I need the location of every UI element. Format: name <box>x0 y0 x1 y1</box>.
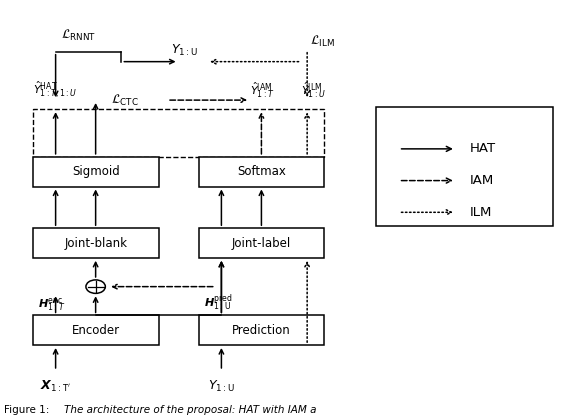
Text: $\boldsymbol{H}^{\mathrm{enc}}_{1:T}$: $\boldsymbol{H}^{\mathrm{enc}}_{1:T}$ <box>38 296 66 314</box>
Text: IAM: IAM <box>470 174 494 187</box>
Text: $\mathcal{L}_{\mathrm{CTC}}$: $\mathcal{L}_{\mathrm{CTC}}$ <box>111 92 139 108</box>
FancyBboxPatch shape <box>198 315 324 345</box>
FancyBboxPatch shape <box>32 315 158 345</box>
FancyBboxPatch shape <box>376 107 553 226</box>
Text: Prediction: Prediction <box>232 324 291 337</box>
Text: Encoder: Encoder <box>71 324 119 337</box>
Text: $\boldsymbol{H}^{\mathrm{pred}}_{1:\mathrm{U}}$: $\boldsymbol{H}^{\mathrm{pred}}_{1:\math… <box>204 293 233 314</box>
Text: $\mathcal{L}_{\mathrm{RNNT}}$: $\mathcal{L}_{\mathrm{RNNT}}$ <box>61 28 97 43</box>
Text: ILM: ILM <box>470 206 492 219</box>
Text: HAT: HAT <box>470 143 496 155</box>
Text: Sigmoid: Sigmoid <box>72 165 119 178</box>
FancyBboxPatch shape <box>32 157 158 186</box>
Text: Joint-label: Joint-label <box>232 237 291 250</box>
FancyBboxPatch shape <box>32 228 158 258</box>
Text: Joint-blank: Joint-blank <box>64 237 127 250</box>
Text: $\boldsymbol{X}_{1:\mathrm{T}^{\prime}}$: $\boldsymbol{X}_{1:\mathrm{T}^{\prime}}$ <box>40 379 71 394</box>
Text: $\hat{Y}^{\mathrm{IAM}}_{1:T}$: $\hat{Y}^{\mathrm{IAM}}_{1:T}$ <box>250 81 275 100</box>
Text: $\hat{Y}^{\mathrm{ILM}}_{1:U}$: $\hat{Y}^{\mathrm{ILM}}_{1:U}$ <box>302 81 327 100</box>
Text: The architecture of the proposal: HAT with IAM a: The architecture of the proposal: HAT wi… <box>64 405 317 415</box>
Text: Figure 1:: Figure 1: <box>4 405 53 415</box>
FancyBboxPatch shape <box>198 228 324 258</box>
Text: $Y_{1:\mathrm{U}}$: $Y_{1:\mathrm{U}}$ <box>208 379 235 394</box>
Text: $\mathcal{L}_{\mathrm{ILM}}$: $\mathcal{L}_{\mathrm{ILM}}$ <box>310 34 335 49</box>
Text: Softmax: Softmax <box>237 165 286 178</box>
Text: $Y_{1:\mathrm{U}}$: $Y_{1:\mathrm{U}}$ <box>171 43 198 58</box>
FancyBboxPatch shape <box>198 157 324 186</box>
Text: $\hat{Y}^{\mathrm{HAT}}_{1:T,1:U}$: $\hat{Y}^{\mathrm{HAT}}_{1:T,1:U}$ <box>32 79 77 100</box>
